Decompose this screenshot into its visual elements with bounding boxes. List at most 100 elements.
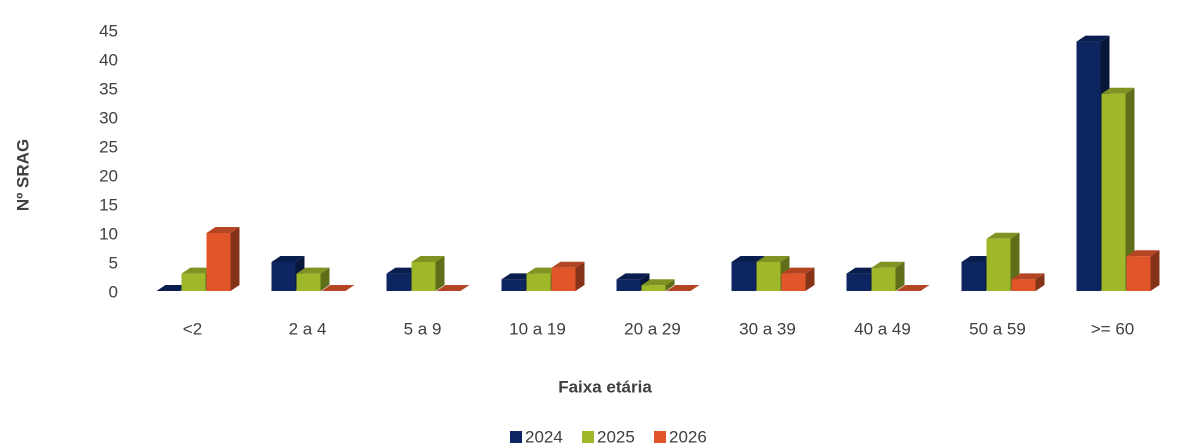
bar-3d	[551, 261, 585, 291]
bar-top	[296, 267, 330, 274]
bar-top	[641, 279, 675, 286]
bar-top	[871, 261, 905, 268]
bar-side	[895, 261, 905, 291]
bar-side	[435, 256, 445, 291]
legend-label: 2026	[669, 427, 707, 446]
bar-3d	[156, 285, 190, 291]
legend-swatch	[582, 431, 594, 443]
bar	[526, 273, 551, 291]
x-tick-label: 10 a 19	[509, 319, 566, 338]
bar-side	[665, 279, 675, 291]
y-axis-title: Nº SRAG	[13, 139, 32, 211]
legend-swatch	[510, 431, 522, 443]
bar-top	[1126, 250, 1160, 257]
y-tick-label: 20	[99, 166, 118, 185]
y-tick-label: 35	[99, 79, 118, 98]
bar-side	[320, 267, 330, 291]
bar-3d	[1101, 87, 1135, 291]
bar	[756, 262, 781, 291]
bar	[1101, 93, 1126, 291]
bar-top	[781, 267, 815, 274]
y-tick-label: 40	[99, 50, 118, 69]
bar	[1076, 41, 1101, 291]
bar	[296, 273, 321, 291]
bar-side	[230, 227, 240, 291]
bar-top	[436, 285, 470, 291]
bar-top	[321, 285, 355, 291]
bar-top	[731, 256, 765, 262]
x-tick-label: >= 60	[1091, 319, 1135, 338]
bar-top	[501, 273, 535, 280]
bar-3d	[321, 285, 355, 291]
y-tick-label: 25	[99, 137, 118, 156]
bar-top	[526, 267, 560, 274]
bar	[1126, 256, 1151, 291]
legend-label: 2024	[525, 427, 563, 446]
bar-side	[805, 267, 815, 291]
bar-top	[271, 256, 305, 262]
bar-3d	[436, 285, 470, 291]
legend-swatch	[654, 431, 666, 443]
bar	[551, 267, 576, 291]
x-tick-label: 20 a 29	[624, 319, 681, 338]
bar	[1011, 279, 1036, 291]
bar-top	[206, 227, 240, 233]
bar	[616, 279, 641, 291]
bar	[501, 279, 526, 291]
bar	[271, 262, 296, 291]
bar	[641, 285, 666, 291]
bar-3d	[296, 267, 330, 291]
bar	[411, 262, 436, 291]
bar-3d	[666, 285, 700, 291]
x-axis-title: Faixa etária	[558, 377, 652, 396]
bar-top	[181, 267, 215, 274]
bar-side	[1125, 87, 1135, 291]
x-tick-label: 30 a 39	[739, 319, 796, 338]
bar-top	[386, 267, 420, 274]
bar-side	[1035, 273, 1045, 291]
y-tick-label: 0	[109, 282, 118, 301]
bar-top	[551, 261, 585, 268]
bar-3d	[411, 256, 445, 291]
bar	[206, 233, 231, 291]
bar	[386, 273, 411, 291]
bar	[731, 262, 756, 291]
bar-top	[1076, 35, 1110, 42]
bar	[781, 273, 806, 291]
bar	[846, 273, 871, 291]
bar	[181, 273, 206, 291]
bar-side	[1150, 250, 1160, 291]
bar-3d	[781, 267, 815, 291]
x-tick-label: 50 a 59	[969, 319, 1026, 338]
bar-3d	[641, 279, 675, 291]
y-tick-label: 15	[99, 195, 118, 214]
bar-top	[666, 285, 700, 291]
bar	[961, 262, 986, 291]
bar-3d	[206, 227, 240, 291]
y-tick-label: 10	[99, 224, 118, 243]
bar-top	[756, 256, 790, 262]
bar-top	[896, 285, 930, 291]
bar-top	[616, 273, 650, 280]
bar-top	[411, 256, 445, 262]
bar-3d	[871, 261, 905, 291]
x-tick-label: 2 a 4	[289, 319, 327, 338]
bar	[871, 267, 896, 291]
bar-side	[575, 261, 585, 291]
bar	[986, 238, 1011, 291]
bar-3d	[896, 285, 930, 291]
legend-label: 2025	[597, 427, 635, 446]
bar-3d	[1126, 250, 1160, 291]
x-tick-label: 40 a 49	[854, 319, 911, 338]
y-tick-label: 5	[109, 253, 118, 272]
x-tick-label: 5 a 9	[404, 319, 442, 338]
bar-top	[1011, 273, 1045, 280]
bar-top	[846, 267, 880, 274]
bar-top	[156, 285, 190, 291]
x-tick-label: <2	[183, 319, 202, 338]
bar-top	[961, 256, 995, 262]
y-tick-label: 45	[99, 21, 118, 40]
bar-3d	[1011, 273, 1045, 291]
bar-top	[986, 232, 1020, 239]
